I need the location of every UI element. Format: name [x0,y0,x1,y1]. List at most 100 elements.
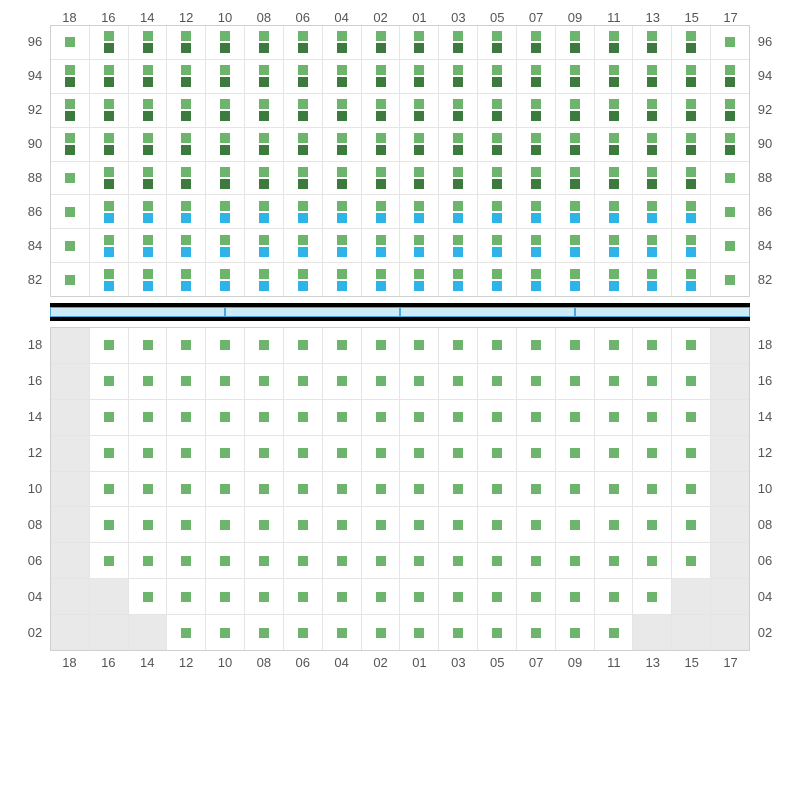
seat-cell[interactable] [90,263,129,296]
seat-cell[interactable] [284,615,323,650]
seat-cell[interactable] [556,328,595,363]
seat-cell[interactable] [478,436,517,471]
seat-cell[interactable] [284,229,323,262]
seat-cell[interactable] [556,364,595,399]
seat-cell[interactable] [90,162,129,195]
seat-cell[interactable] [362,400,401,435]
seat-cell[interactable] [90,400,129,435]
seat-cell[interactable] [672,543,711,578]
seat-cell[interactable] [167,615,206,650]
seat-cell[interactable] [595,195,634,228]
seat-cell[interactable] [478,195,517,228]
seat-cell[interactable] [284,328,323,363]
seat-cell[interactable] [711,229,749,262]
seat-cell[interactable] [167,162,206,195]
seat-cell[interactable] [323,195,362,228]
seat-cell[interactable] [478,94,517,127]
seat-cell[interactable] [556,26,595,59]
seat-cell[interactable] [439,94,478,127]
seat-cell[interactable] [556,229,595,262]
seat-cell[interactable] [206,162,245,195]
seat-cell[interactable] [478,400,517,435]
seat-cell[interactable] [595,229,634,262]
seat-cell[interactable] [284,364,323,399]
seat-cell[interactable] [595,162,634,195]
seat-cell[interactable] [129,263,168,296]
seat-cell[interactable] [400,328,439,363]
seat-cell[interactable] [51,229,90,262]
seat-cell[interactable] [633,60,672,93]
seat-cell[interactable] [129,543,168,578]
seat-cell[interactable] [284,579,323,614]
seat-cell[interactable] [129,507,168,542]
seat-cell[interactable] [672,60,711,93]
seat-cell[interactable] [478,507,517,542]
seat-cell[interactable] [633,543,672,578]
seat-cell[interactable] [323,162,362,195]
seat-cell[interactable] [129,195,168,228]
seat-cell[interactable] [51,128,90,161]
seat-cell[interactable] [245,263,284,296]
seat-cell[interactable] [323,436,362,471]
seat-cell[interactable] [633,195,672,228]
seat-cell[interactable] [439,472,478,507]
seat-cell[interactable] [672,128,711,161]
seat-cell[interactable] [595,263,634,296]
seat-cell[interactable] [517,263,556,296]
seat-cell[interactable] [323,400,362,435]
seat-cell[interactable] [400,543,439,578]
seat-cell[interactable] [517,472,556,507]
seat-cell[interactable] [129,229,168,262]
seat-cell[interactable] [439,60,478,93]
seat-cell[interactable] [51,263,90,296]
seat-cell[interactable] [129,26,168,59]
seat-cell[interactable] [478,364,517,399]
seat-cell[interactable] [362,579,401,614]
seat-cell[interactable] [711,263,749,296]
seat-cell[interactable] [478,472,517,507]
seat-cell[interactable] [245,507,284,542]
seat-cell[interactable] [711,162,749,195]
seat-cell[interactable] [672,400,711,435]
seat-cell[interactable] [595,436,634,471]
seat-cell[interactable] [556,94,595,127]
seat-cell[interactable] [90,507,129,542]
seat-cell[interactable] [711,94,749,127]
seat-cell[interactable] [284,94,323,127]
seat-cell[interactable] [129,400,168,435]
seat-cell[interactable] [439,579,478,614]
seat-cell[interactable] [206,472,245,507]
seat-cell[interactable] [284,26,323,59]
seat-cell[interactable] [362,195,401,228]
seat-cell[interactable] [206,229,245,262]
seat-cell[interactable] [362,26,401,59]
seat-cell[interactable] [633,26,672,59]
seat-cell[interactable] [206,263,245,296]
seat-cell[interactable] [439,229,478,262]
seat-cell[interactable] [323,472,362,507]
seat-cell[interactable] [517,195,556,228]
seat-cell[interactable] [245,472,284,507]
seat-cell[interactable] [517,436,556,471]
seat-cell[interactable] [245,579,284,614]
seat-cell[interactable] [439,328,478,363]
seat-cell[interactable] [284,436,323,471]
seat-cell[interactable] [595,128,634,161]
seat-cell[interactable] [90,195,129,228]
seat-cell[interactable] [478,60,517,93]
seat-cell[interactable] [478,543,517,578]
seat-cell[interactable] [556,472,595,507]
seat-cell[interactable] [633,436,672,471]
seat-cell[interactable] [556,400,595,435]
seat-cell[interactable] [284,507,323,542]
seat-cell[interactable] [400,229,439,262]
seat-cell[interactable] [517,364,556,399]
seat-cell[interactable] [517,507,556,542]
seat-cell[interactable] [556,436,595,471]
seat-cell[interactable] [206,60,245,93]
seat-cell[interactable] [517,94,556,127]
seat-cell[interactable] [633,472,672,507]
seat-cell[interactable] [517,26,556,59]
seat-cell[interactable] [362,507,401,542]
seat-cell[interactable] [439,263,478,296]
